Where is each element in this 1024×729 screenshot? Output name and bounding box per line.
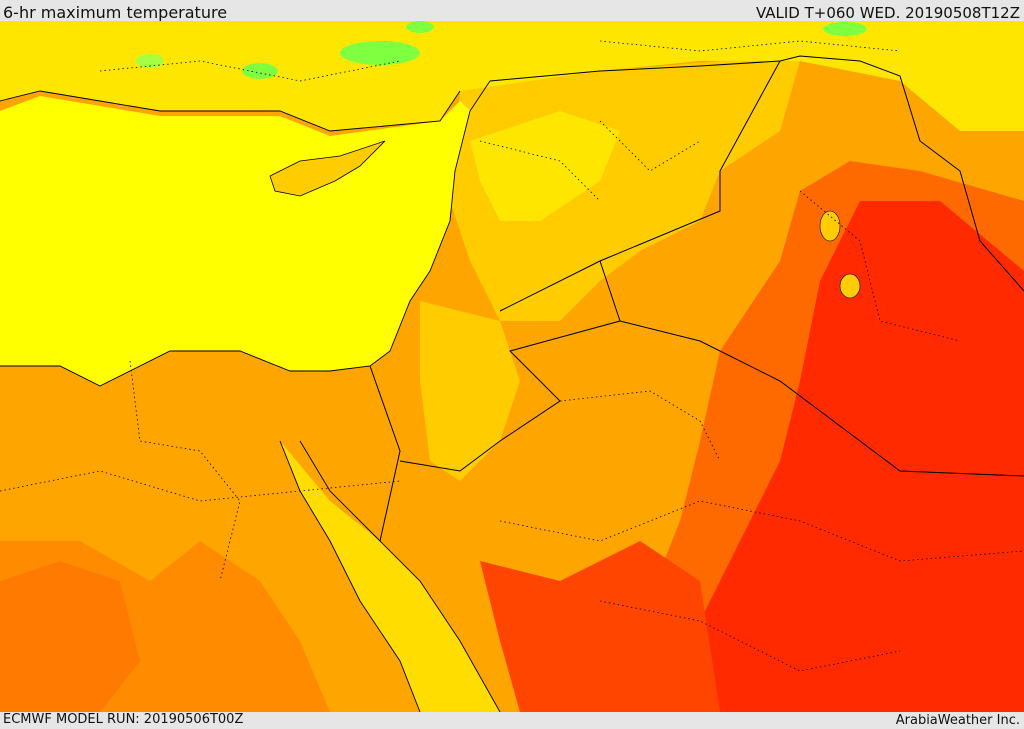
map-title: 6-hr maximum temperature <box>3 3 228 22</box>
lake <box>839 273 861 299</box>
province-borders <box>0 40 1024 672</box>
lake <box>819 210 841 242</box>
cool-patch <box>136 54 164 68</box>
red-sea <box>280 441 500 712</box>
red-core <box>680 201 1024 712</box>
credit-label: ArabiaWeather Inc. <box>895 713 1020 728</box>
footer-bar <box>0 712 1024 729</box>
temperature-map <box>0 21 1024 712</box>
cyprus-island <box>269 140 386 197</box>
saudi-red <box>480 541 720 712</box>
cool-patch <box>242 63 278 79</box>
model-run-label: ECMWF MODEL RUN: 20190506T00Z <box>3 712 244 727</box>
northern-land-yellow <box>0 21 1024 131</box>
valid-time-label: VALID T+060 WED. 20190508T12Z <box>755 4 1020 22</box>
levant-light-inner <box>470 111 620 221</box>
jordan-light <box>420 301 520 481</box>
cool-patch <box>823 22 867 36</box>
egypt-west-hot <box>0 561 140 712</box>
cool-patch <box>406 21 434 33</box>
cool-patch <box>340 41 420 65</box>
header-bar <box>0 0 1024 21</box>
country-borders <box>369 55 1024 542</box>
